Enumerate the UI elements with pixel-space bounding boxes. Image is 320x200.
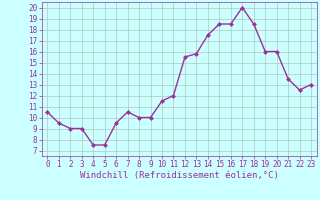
X-axis label: Windchill (Refroidissement éolien,°C): Windchill (Refroidissement éolien,°C) [80,171,279,180]
